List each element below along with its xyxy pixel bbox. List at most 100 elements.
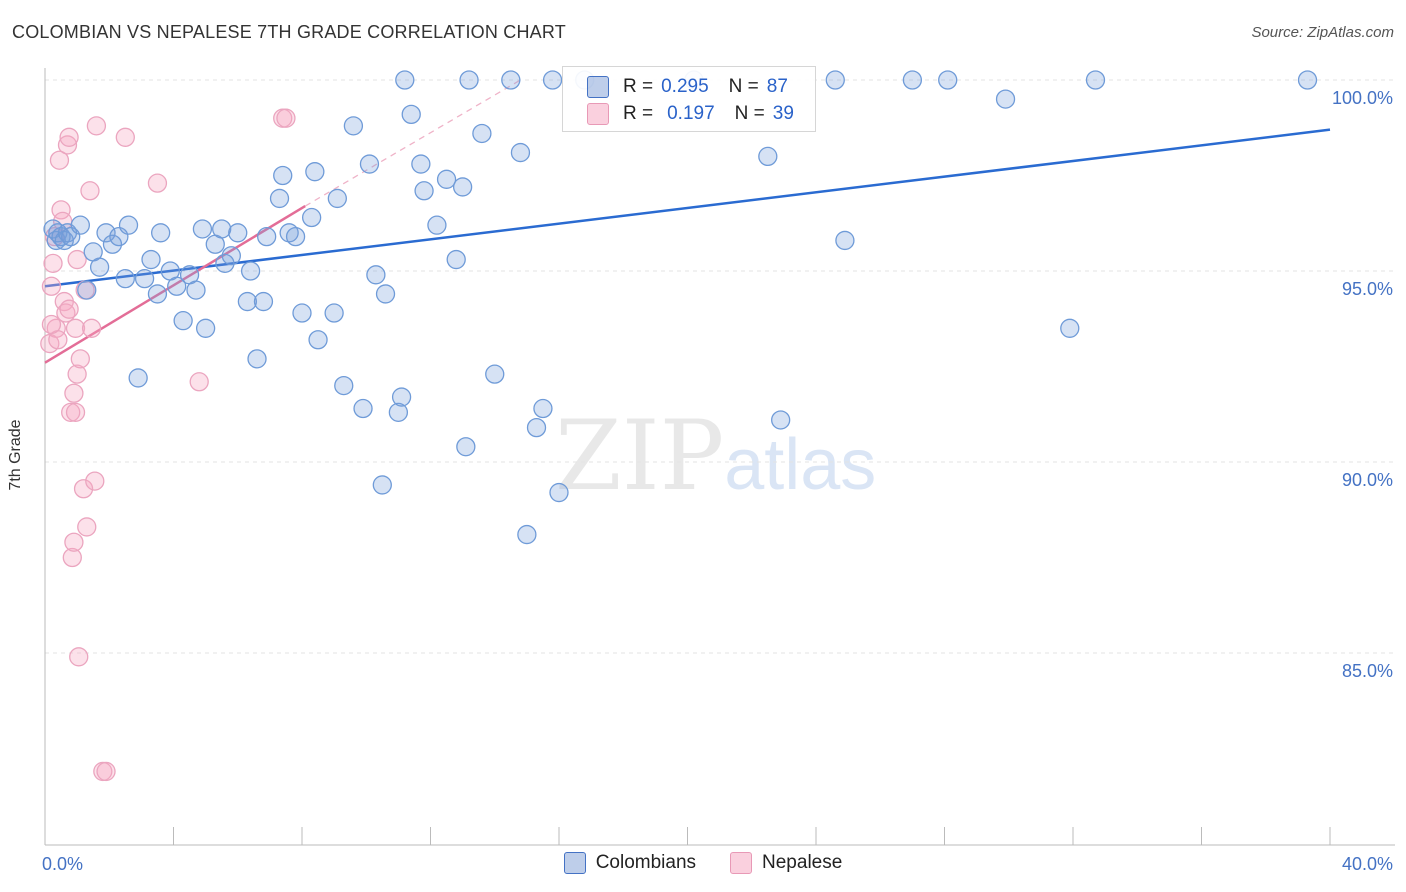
n-value: 87 — [766, 76, 788, 97]
colombian-point — [150, 223, 171, 243]
r-label: R = — [623, 103, 654, 124]
nepalese-point — [43, 253, 63, 274]
colombian-point — [353, 398, 373, 419]
colombian-point — [253, 291, 274, 312]
nepalese-point — [67, 364, 87, 384]
colombian-point — [147, 284, 168, 304]
colombians-swatch — [587, 76, 609, 98]
colombian-points — [43, 70, 1318, 545]
x-tick-label: 40.0% — [1342, 854, 1393, 874]
nepalese-point — [96, 761, 116, 782]
colombian-point — [485, 364, 505, 384]
stats-legend: R = 0.295 N = 87 R = 0.197 N = 39 — [562, 66, 816, 132]
colombian-point — [510, 142, 531, 163]
colombian-point — [141, 249, 161, 270]
colombian-point — [401, 104, 421, 125]
nepalese-point — [65, 402, 86, 422]
colombian-point — [273, 165, 293, 186]
colombian-point — [372, 475, 392, 495]
r-label: R = — [623, 76, 654, 97]
colombian-point — [334, 375, 354, 396]
colombian-point — [195, 318, 216, 338]
colombian-point — [228, 223, 248, 243]
nepalese-point — [67, 249, 87, 270]
colombian-point — [324, 303, 344, 323]
colombian-point — [192, 219, 213, 239]
colombian-point — [115, 268, 135, 289]
legend-label-colombians: Colombians — [595, 852, 697, 873]
colombians-swatch — [563, 852, 586, 874]
legend-item-colombians[interactable]: Colombians — [563, 852, 697, 874]
nepalese-point — [115, 127, 135, 147]
tick-labels: 100.0% 95.0% 90.0% 85.0% 0.0% 40.0% — [42, 88, 1393, 874]
colombian-point — [247, 349, 267, 369]
colombian-point — [533, 398, 553, 419]
nepalese-point — [57, 135, 78, 155]
nepalese-points — [40, 108, 296, 782]
colombian-point — [995, 89, 1016, 109]
colombian-point — [391, 387, 412, 407]
colombian-point — [938, 70, 958, 90]
nepalese-point — [70, 349, 90, 369]
nepalese-point — [69, 647, 89, 667]
colombian-point — [771, 410, 791, 430]
colombian-point — [825, 70, 845, 90]
colombian-point — [366, 265, 386, 285]
colombian-point — [292, 303, 312, 323]
colombian-point — [459, 70, 479, 90]
colombian-point — [301, 207, 322, 228]
r-value: 0.197 — [667, 103, 715, 124]
colombian-point — [237, 291, 258, 312]
watermark: ZIPatlas — [555, 400, 876, 512]
n-value: 39 — [772, 103, 794, 124]
colombian-point — [77, 280, 97, 300]
colombian-point — [388, 402, 409, 422]
watermark-atlas: atlas — [724, 425, 877, 505]
colombian-point — [835, 230, 855, 251]
colombian-point — [427, 215, 447, 235]
legend-row-nepalese: R = 0.197 N = 39 — [587, 102, 794, 126]
nepalese-point — [62, 547, 82, 568]
nepalese-point — [189, 372, 209, 392]
colombian-point — [446, 249, 466, 270]
colombian-point — [1297, 70, 1318, 90]
colombian-point — [436, 169, 457, 189]
y-tick-label: 95.0% — [1342, 279, 1393, 299]
colombian-point — [212, 219, 232, 239]
colombian-point — [517, 524, 537, 545]
colombian-point — [118, 215, 139, 235]
nepalese-point — [64, 383, 84, 403]
legend-item-nepalese[interactable]: Nepalese — [730, 852, 842, 874]
colombian-point — [221, 246, 241, 266]
nepalese-swatch — [730, 852, 753, 874]
colombian-point — [240, 261, 261, 281]
x-tick-label: 0.0% — [42, 854, 83, 874]
nepalese-swatch — [587, 103, 609, 125]
colombian-point — [549, 482, 569, 503]
colombian-point — [526, 417, 547, 438]
colombian-point — [375, 284, 396, 304]
colombian-point — [501, 70, 521, 90]
nepalese-point — [73, 479, 94, 499]
y-tick-label: 100.0% — [1332, 88, 1393, 108]
colombian-point — [472, 123, 492, 144]
colombian-point — [343, 116, 364, 136]
colombian-point — [257, 226, 277, 247]
nepalese-point — [49, 150, 70, 170]
nepalese-point — [276, 108, 296, 128]
nepalese-point — [86, 116, 107, 136]
y-tick-label: 90.0% — [1342, 470, 1393, 490]
n-label: N = — [734, 103, 765, 124]
colombian-point — [411, 154, 431, 174]
colombian-point — [327, 188, 347, 209]
colombian-point — [128, 368, 148, 388]
y-tick-label: 85.0% — [1342, 661, 1393, 681]
colombian-point — [70, 215, 90, 235]
colombian-point — [305, 162, 325, 182]
colombian-point — [542, 70, 563, 90]
colombian-point — [173, 311, 193, 331]
nepalese-trend-extension — [304, 79, 521, 207]
nepalese-point — [64, 532, 84, 552]
colombian-point — [452, 177, 473, 197]
